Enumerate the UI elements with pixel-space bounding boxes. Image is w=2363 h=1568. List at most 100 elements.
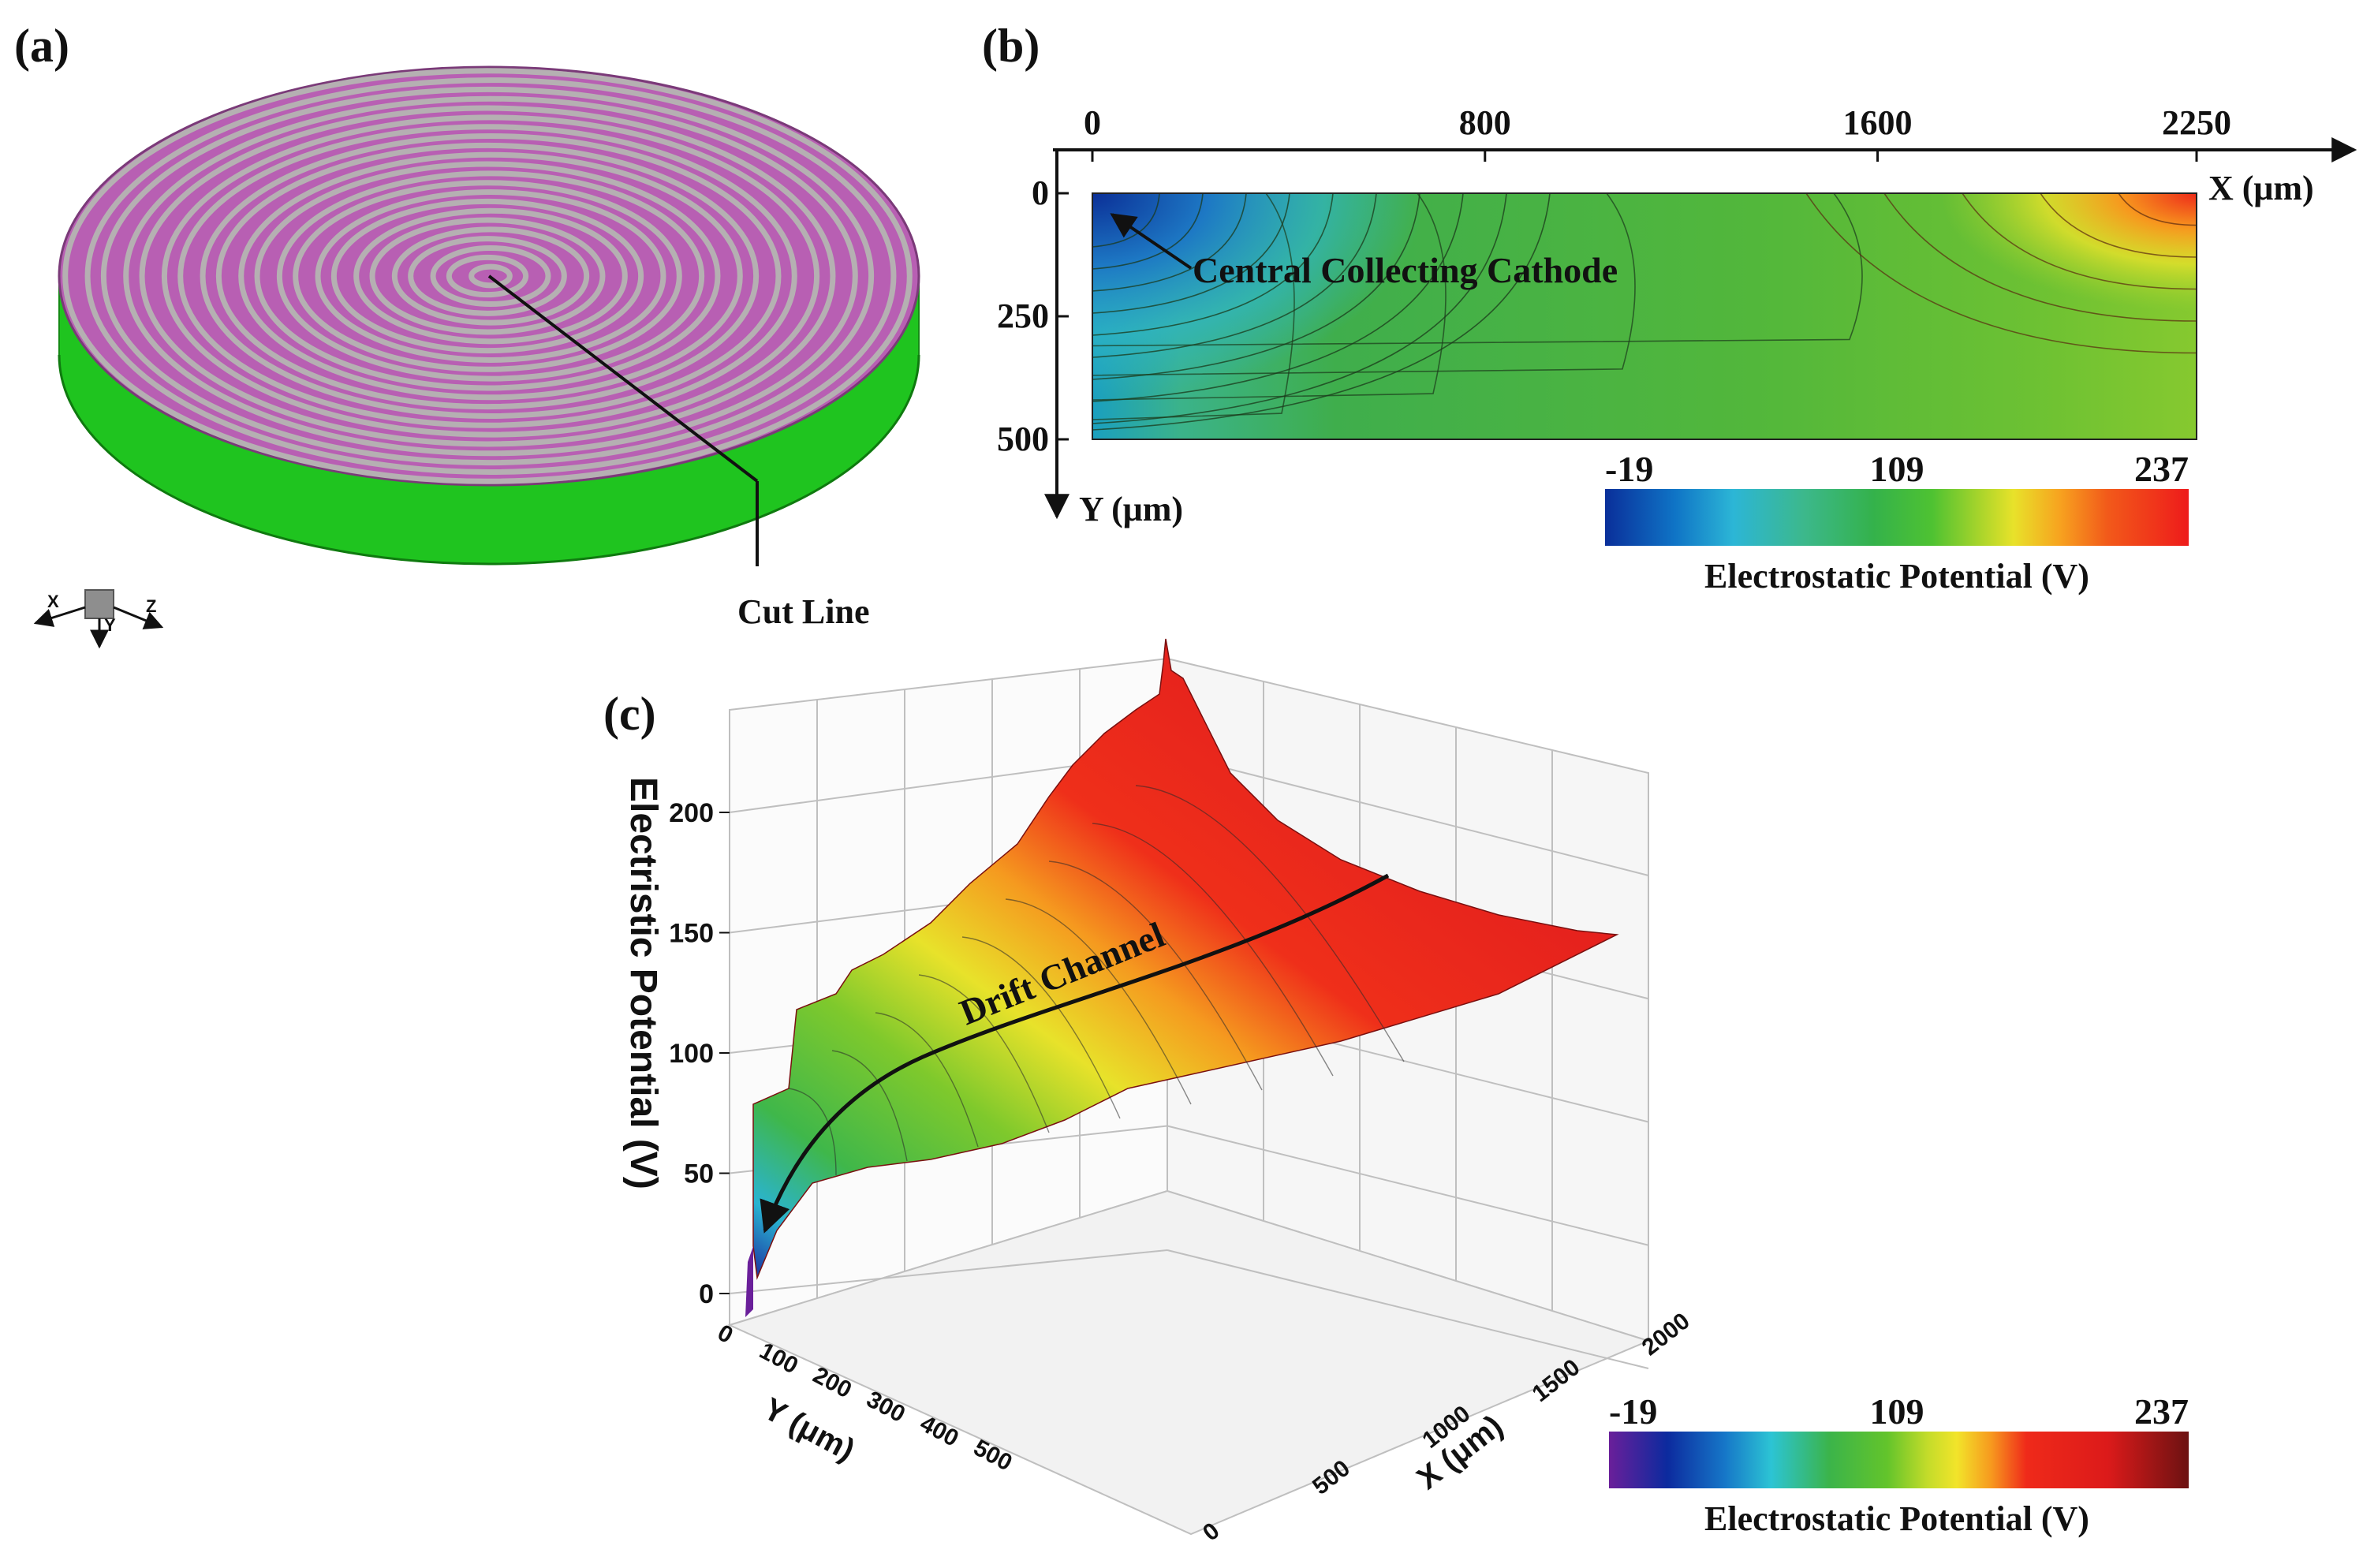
spiral-ring [254,161,721,391]
spiral-ring [391,226,590,326]
spiral-ring [200,133,782,419]
surface-contour [1048,861,1263,1091]
contour-line [1092,192,1447,401]
spiral-ring [139,105,836,447]
disk [58,65,920,566]
contour-line [1092,192,1247,292]
spiral-ring [293,180,682,372]
contour-line [1092,192,1636,376]
spiral-ring [62,68,913,484]
z-tick-label: 50 [684,1159,714,1189]
drift-channel-arrow [760,873,1390,1234]
y-tick-label: 250 [997,297,1049,335]
equipotential-contours [1092,192,2197,431]
potential-surface [745,638,1619,1317]
x-tick-label: 1600 [1843,103,1913,142]
cut-line-label: Cut Line [737,592,869,631]
contour-line [1092,192,1204,270]
grid-line [1167,752,1649,876]
contour-line [2040,192,2197,258]
spiral-ring [330,198,644,354]
field-cathode-region [1092,193,1424,398]
surface-contour [961,936,1121,1119]
contour-line [1092,192,1551,431]
spiral-ring [100,86,875,466]
z-tick-label: 200 [669,798,714,828]
contour-line [1092,192,1377,358]
x-tick-label: 0 [1084,103,1101,142]
spiral-ring [84,77,897,475]
spiral-ring [408,236,567,316]
panel-b: (b) 0 800 1600 2250 0 250 500 X (μm) Y (μm) C… [982,20,2357,595]
surface-min-region [745,1246,753,1317]
colorbar-b-gradient [1605,489,2189,546]
grid-line [1167,1249,1649,1369]
cut-line [487,274,759,483]
potential-field-2d [1092,192,2197,440]
surface-contour [788,1088,837,1176]
colorbar-c: -19 109 237 Electrostatic Potential (V) [1609,1391,2189,1538]
contour-line [1092,192,1295,420]
contour-line [1962,192,2197,290]
y-axis-label: Y (μm) [758,1391,860,1468]
axes-triad: X Z Y [33,589,164,649]
spiral-ring [315,189,666,363]
cathode-annotation: Central Collecting Cathode [1193,250,1618,290]
z-axis-ticks: 0 50 100 150 200 [669,798,730,1309]
spiral-ring [123,95,858,457]
colorbar-c-title: Electrostatic Potential (V) [1704,1499,2089,1538]
contour-line [1092,192,1334,336]
contour-line [1092,192,1420,380]
surface-fill [752,638,1619,1280]
spiral-ring [369,217,606,335]
colorbar-c-gradient [1609,1432,2189,1488]
colorbar-b-title: Electrostatic Potential (V) [1704,557,2089,595]
z-axis-label: Electristic Potential (V) [622,777,664,1189]
spiral-ring [276,170,705,382]
field-frame [1092,192,2197,440]
disk-bottom-edge [58,354,920,566]
surface-contour [1135,785,1405,1062]
contour-line [2118,192,2197,226]
spiral-ring [161,114,820,438]
contour-line [1883,192,2197,322]
colorbar-c-max: 237 [2134,1391,2189,1432]
triad-z-label: Z [146,596,156,616]
grid-line [729,1249,1168,1294]
spiral-ring [430,245,551,307]
spiral-ring [177,124,797,428]
contour-line [1092,192,1290,314]
z-tick-label: 100 [669,1039,714,1069]
spiral-ring [446,254,529,298]
spiral-ring [238,151,743,401]
spiral-electrode [62,68,913,484]
x-tick-label: 800 [1459,103,1511,142]
colorbar-b-max: 237 [2134,449,2189,489]
colorbar-b-mid: 109 [1870,449,1924,489]
surface-contour [1092,823,1334,1077]
y-axis-label: Y (μm) [1079,490,1183,528]
contour-line [1805,192,2197,354]
spiral-ring [468,263,513,289]
y-tick-label: 0 [1032,174,1049,212]
surface-contour [875,1012,979,1148]
contour-line [1092,192,1160,248]
spiral-ring [353,207,628,345]
panel-c-label: (c) [603,688,656,740]
contour-line [1092,192,1464,402]
spiral-ring [215,142,760,410]
triad-cube [84,589,114,619]
field-anode-region [1940,193,2197,312]
floor [727,1189,1651,1536]
panel-a-label: (a) [14,20,69,72]
z-tick-label: 150 [669,919,714,949]
colorbar-b: -19 109 237 Electrostatic Potential (V) [1605,449,2189,595]
colorbar-b-min: -19 [1605,449,1653,489]
x-axis-label: X (μm) [2208,169,2314,207]
surface-contour [1005,898,1192,1105]
contour-line [1092,192,1863,347]
cathode-arrow [1110,213,1193,270]
triad-y-label: Y [104,615,116,635]
